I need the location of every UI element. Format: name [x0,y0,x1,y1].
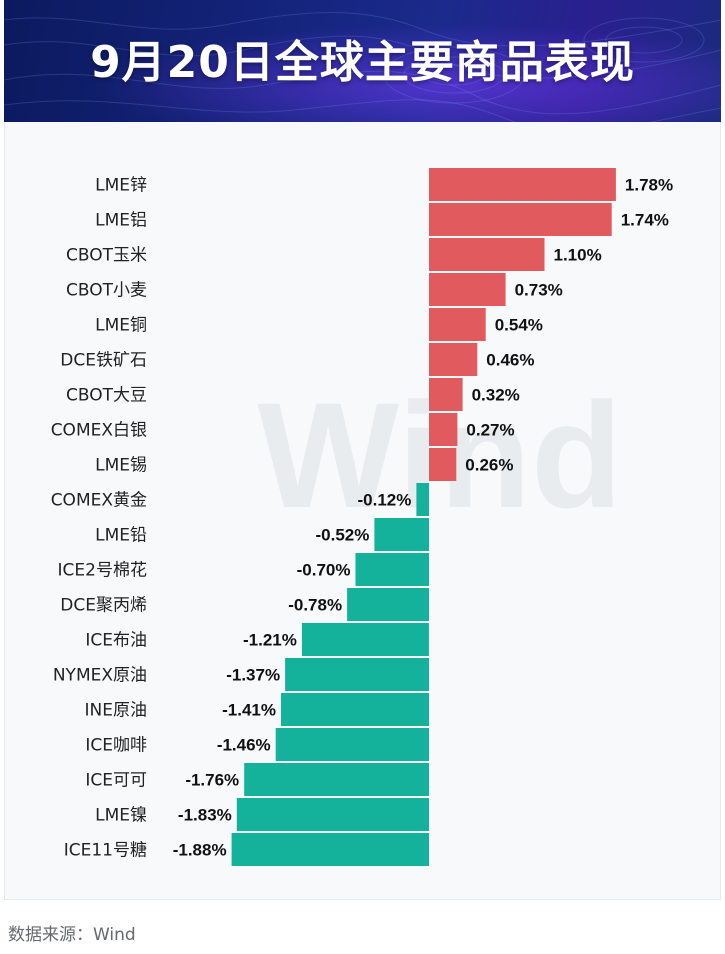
chart-panel: WindLME锌1.78%LME铝1.74%CBOT玉米1.10%CBOT小麦0… [4,122,721,900]
category-label-7: COMEX白银 [51,421,147,441]
category-label-10: LME铅 [95,526,147,546]
category-label-14: NYMEX原油 [53,666,147,686]
category-label-12: DCE聚丙烯 [60,596,147,616]
bar-16 [275,728,429,761]
value-label-4: 0.54% [495,316,543,335]
category-label-0: LME锌 [95,176,147,196]
category-label-3: CBOT小麦 [66,281,147,301]
value-label-11: -0.70% [297,561,351,580]
bar-7 [429,413,458,446]
page-title: 9月20日全球主要商品表现 [90,37,635,88]
value-label-14: -1.37% [226,666,280,685]
title-banner: 9月20日全球主要商品表现 [4,0,721,122]
category-label-8: LME锡 [95,456,147,476]
category-label-5: DCE铁矿石 [60,351,147,371]
value-label-12: -0.78% [288,596,342,615]
value-label-9: -0.12% [358,491,412,510]
category-label-11: ICE2号棉花 [58,561,147,581]
value-label-10: -0.52% [316,526,370,545]
value-label-2: 1.10% [554,246,602,265]
category-label-19: ICE11号糖 [64,841,147,861]
bar-4 [429,308,486,341]
bar-6 [429,378,463,411]
category-label-9: COMEX黄金 [51,491,147,511]
bar-10 [374,518,429,551]
category-label-15: INE原油 [85,701,147,721]
value-label-18: -1.83% [178,806,232,825]
value-label-13: -1.21% [243,631,297,650]
value-label-6: 0.32% [472,386,520,405]
bar-19 [231,833,429,866]
category-label-13: ICE布油 [85,631,147,651]
bar-2 [429,238,545,271]
bar-11 [355,553,429,586]
bar-9 [416,483,429,516]
category-label-2: CBOT玉米 [66,246,147,266]
value-label-19: -1.88% [173,841,227,860]
value-label-8: 0.26% [465,456,513,475]
bar-chart: WindLME锌1.78%LME铝1.74%CBOT玉米1.10%CBOT小麦0… [51,168,673,866]
bar-5 [429,343,478,376]
category-label-1: LME铝 [95,211,147,231]
bar-17 [244,763,429,796]
bar-1 [429,203,612,236]
value-label-15: -1.41% [222,701,276,720]
source-note: 数据来源：Wind [8,925,136,945]
bar-18 [236,798,429,831]
banner-background [4,0,721,122]
category-label-16: ICE咖啡 [85,736,147,756]
category-label-6: CBOT大豆 [66,386,147,406]
value-label-1: 1.74% [621,211,669,230]
category-label-18: LME镍 [95,806,147,826]
bar-13 [301,623,429,656]
value-label-5: 0.46% [486,351,534,370]
category-label-17: ICE可可 [85,771,147,791]
bar-8 [429,448,457,481]
bar-3 [429,273,506,306]
value-label-7: 0.27% [466,421,514,440]
value-label-17: -1.76% [185,771,239,790]
value-label-16: -1.46% [217,736,271,755]
bar-0 [429,168,616,201]
bar-14 [285,658,429,691]
value-label-0: 1.78% [625,176,673,195]
value-label-3: 0.73% [515,281,563,300]
bar-15 [281,693,429,726]
category-label-4: LME铜 [95,316,147,336]
bar-12 [347,588,429,621]
